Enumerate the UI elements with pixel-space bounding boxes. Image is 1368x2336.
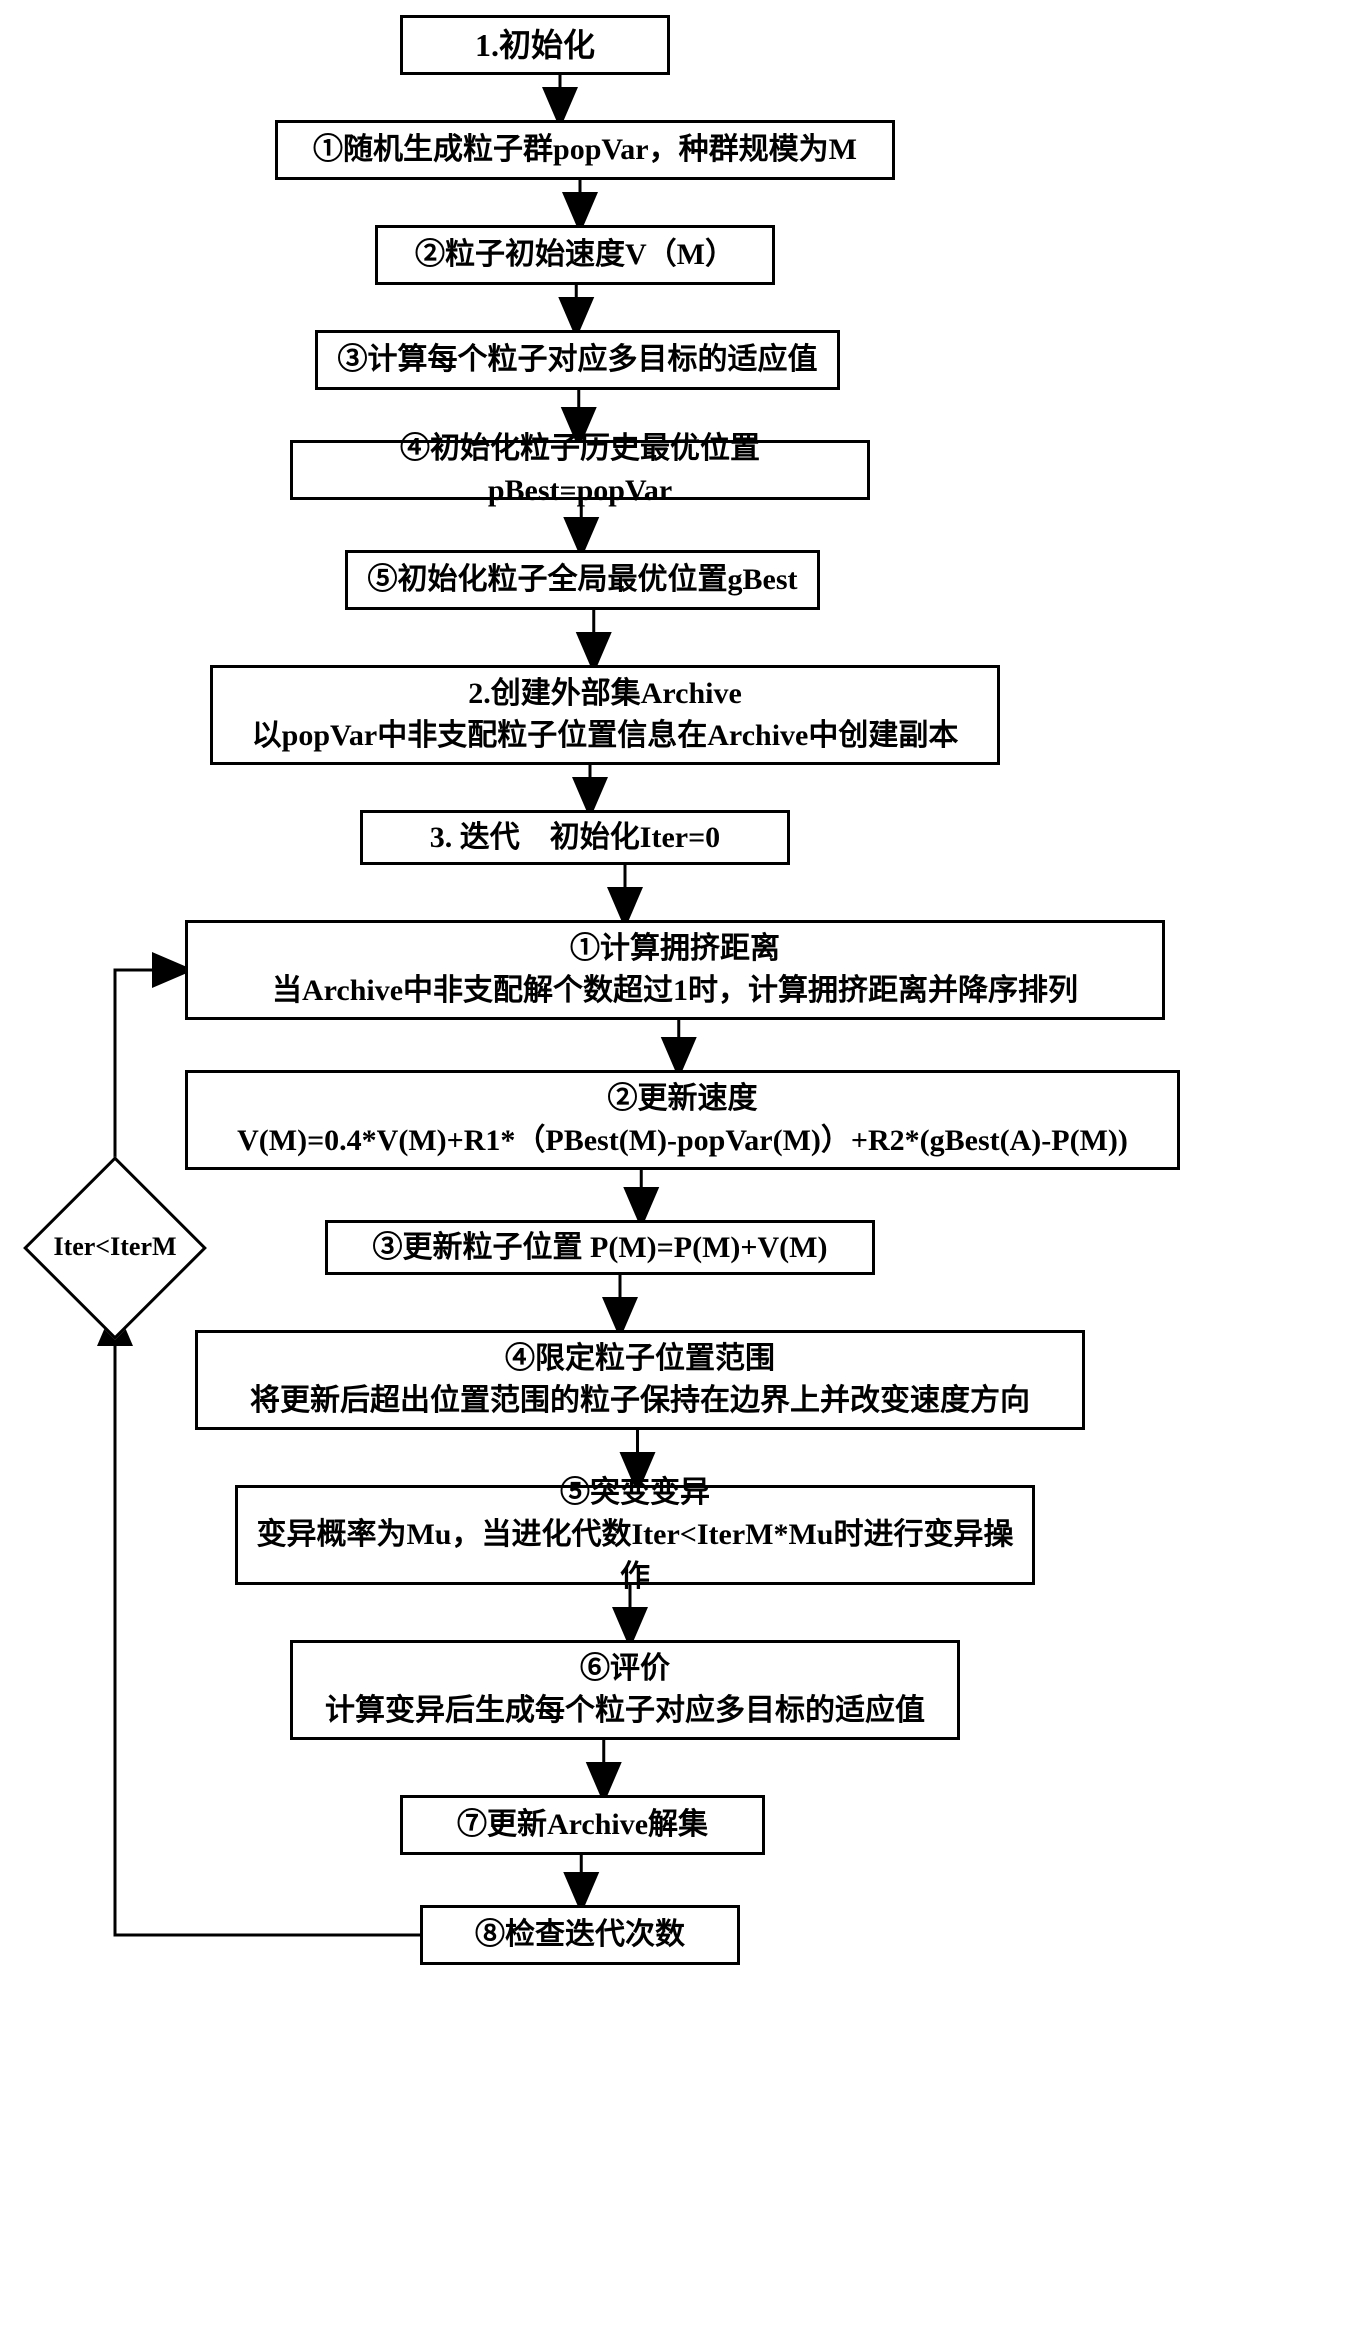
flowchart-node-n8: 3. 迭代 初始化Iter=0 (360, 810, 790, 865)
flowchart-node-n9: ①计算拥挤距离当Archive中非支配解个数超过1时，计算拥挤距离并降序排列 (185, 920, 1165, 1020)
node-text-line: ⑦更新Archive解集 (457, 1804, 708, 1846)
node-text-line: 将更新后超出位置范围的粒子保持在边界上并改变速度方向 (250, 1380, 1030, 1422)
node-text-line: ③更新粒子位置 P(M)=P(M)+V(M) (373, 1227, 828, 1269)
node-text-line: 计算变异后生成每个粒子对应多目标的适应值 (325, 1690, 925, 1732)
flowchart-node-n13: ⑤突变变异变异概率为Mu，当进化代数Iter<IterM*Mu时进行变异操作 (235, 1485, 1035, 1585)
node-text-line: ②更新速度 (608, 1078, 758, 1120)
flowchart-node-n2: ①随机生成粒子群popVar，种群规模为M (275, 120, 895, 180)
flowchart-node-n11: ③更新粒子位置 P(M)=P(M)+V(M) (325, 1220, 875, 1275)
node-text-line: ③计算每个粒子对应多目标的适应值 (338, 339, 818, 381)
node-text-line: ⑧检查迭代次数 (475, 1914, 685, 1956)
node-text-line: 2.创建外部集Archive (468, 673, 742, 715)
flowchart-node-n6: ⑤初始化粒子全局最优位置gBest (345, 550, 820, 610)
node-text-line: 3. 迭代 初始化Iter=0 (430, 817, 720, 859)
node-text-line: ⑤初始化粒子全局最优位置gBest (368, 559, 798, 601)
node-text-line: V(M)=0.4*V(M)+R1*（PBest(M)-popVar(M)）+R2… (237, 1120, 1128, 1162)
flowchart-node-n7: 2.创建外部集Archive以popVar中非支配粒子位置信息在Archive中… (210, 665, 1000, 765)
node-text-line: 当Archive中非支配解个数超过1时，计算拥挤距离并降序排列 (272, 970, 1078, 1012)
flowchart-node-n1: 1.初始化 (400, 15, 670, 75)
flowchart-node-n10: ②更新速度V(M)=0.4*V(M)+R1*（PBest(M)-popVar(M… (185, 1070, 1180, 1170)
flowchart-node-n3: ②粒子初始速度V（M） (375, 225, 775, 285)
node-text-line: ①随机生成粒子群popVar，种群规模为M (313, 129, 857, 171)
flowchart-node-n15: ⑦更新Archive解集 (400, 1795, 765, 1855)
node-text-line: ②粒子初始速度V（M） (415, 234, 735, 276)
node-text-line: ⑥评价 (580, 1648, 670, 1690)
node-text-line: ①计算拥挤距离 (570, 928, 780, 970)
flowchart-node-n4: ③计算每个粒子对应多目标的适应值 (315, 330, 840, 390)
flowchart-node-n12: ④限定粒子位置范围将更新后超出位置范围的粒子保持在边界上并改变速度方向 (195, 1330, 1085, 1430)
node-text-line: 以popVar中非支配粒子位置信息在Archive中创建副本 (252, 715, 959, 757)
node-text-line: 变异概率为Mu，当进化代数Iter<IterM*Mu时进行变异操作 (254, 1514, 1016, 1598)
node-text-line: 1.初始化 (475, 23, 595, 68)
node-text-line: ⑤突变变异 (560, 1472, 710, 1514)
flowchart-node-n14: ⑥评价计算变异后生成每个粒子对应多目标的适应值 (290, 1640, 960, 1740)
node-text-line: ④初始化粒子历史最优位置pBest=popVar (309, 428, 851, 512)
node-text-line: ④限定粒子位置范围 (505, 1338, 775, 1380)
flowchart-node-n5: ④初始化粒子历史最优位置pBest=popVar (290, 440, 870, 500)
decision-label: Iter<IterM (25, 1232, 205, 1262)
flowchart-node-n16: ⑧检查迭代次数 (420, 1905, 740, 1965)
